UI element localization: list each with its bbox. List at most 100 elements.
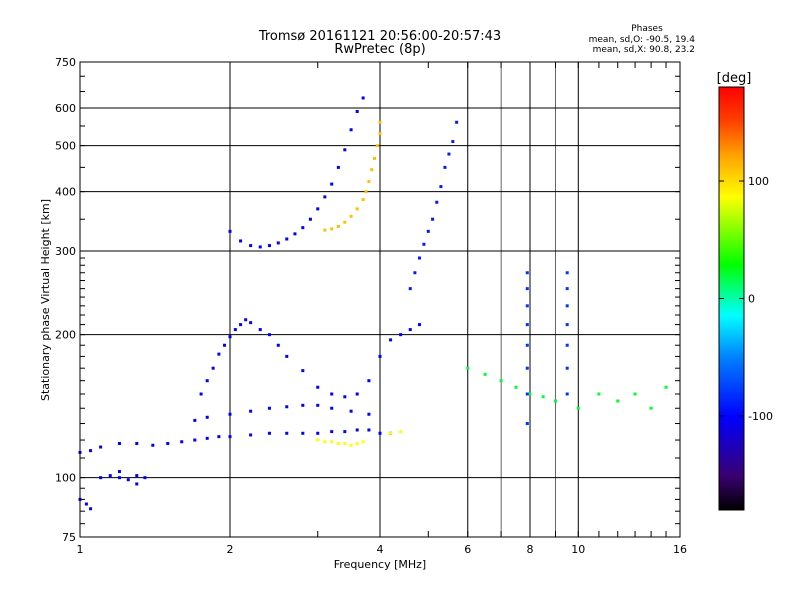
echo-point bbox=[373, 156, 377, 160]
echo-point bbox=[378, 354, 382, 358]
echo-point bbox=[228, 412, 232, 416]
echo-point bbox=[276, 241, 280, 245]
echo-point bbox=[330, 430, 334, 434]
y-tick-label: 600 bbox=[55, 102, 76, 115]
echo-point bbox=[301, 226, 305, 230]
echo-point bbox=[422, 242, 426, 246]
echo-point bbox=[330, 182, 334, 186]
x-tick-label: 10 bbox=[571, 543, 585, 556]
echo-point bbox=[249, 321, 253, 325]
echo-point bbox=[439, 185, 443, 189]
echo-point bbox=[355, 442, 359, 446]
echo-point bbox=[343, 442, 347, 446]
echo-point bbox=[99, 445, 103, 449]
echo-point bbox=[633, 392, 637, 396]
echo-point bbox=[205, 415, 209, 419]
echo-point bbox=[330, 440, 334, 444]
y-tick-label: 400 bbox=[55, 186, 76, 199]
echo-point bbox=[285, 354, 289, 358]
echo-point bbox=[361, 96, 365, 100]
echo-point bbox=[267, 333, 271, 337]
echo-point bbox=[117, 442, 121, 446]
echo-point bbox=[166, 442, 170, 446]
echo-point bbox=[576, 406, 580, 410]
echo-point bbox=[211, 366, 215, 370]
echo-point bbox=[370, 168, 374, 172]
echo-point bbox=[301, 403, 305, 407]
echo-point bbox=[276, 343, 280, 347]
echo-point bbox=[443, 165, 447, 169]
echo-point bbox=[126, 478, 130, 482]
echo-point bbox=[367, 412, 371, 416]
echo-point bbox=[343, 220, 347, 224]
echo-point bbox=[565, 323, 569, 327]
echo-point bbox=[565, 304, 569, 308]
echo-point bbox=[565, 271, 569, 275]
echo-point bbox=[565, 343, 569, 347]
echo-point bbox=[664, 385, 668, 389]
echo-point bbox=[525, 366, 529, 370]
echo-point bbox=[378, 132, 382, 136]
x-tick-label: 16 bbox=[673, 543, 687, 556]
echo-point bbox=[451, 140, 455, 144]
echo-point bbox=[89, 449, 93, 453]
echo-point bbox=[193, 418, 197, 422]
echo-point bbox=[267, 406, 271, 410]
echo-point bbox=[285, 431, 289, 435]
echo-point bbox=[180, 440, 184, 444]
echo-point bbox=[135, 442, 139, 446]
echo-point bbox=[108, 474, 112, 478]
echo-point bbox=[435, 200, 439, 204]
echo-point bbox=[249, 433, 253, 437]
echo-point bbox=[316, 403, 320, 407]
echo-point bbox=[301, 431, 305, 435]
echo-point bbox=[143, 476, 147, 480]
echo-point bbox=[330, 227, 334, 231]
echo-point bbox=[355, 207, 359, 211]
echo-point bbox=[367, 428, 371, 432]
echo-point bbox=[361, 198, 365, 202]
phase-stats-o: mean, sd,O: -90.5, 19.4 bbox=[589, 35, 696, 45]
echo-point bbox=[431, 217, 435, 221]
echo-point bbox=[355, 392, 359, 396]
echo-point bbox=[364, 190, 368, 194]
y-tick-label: 75 bbox=[62, 531, 76, 544]
echo-point bbox=[316, 207, 320, 211]
x-tick-label: 1 bbox=[77, 543, 84, 556]
echo-point bbox=[499, 379, 503, 383]
x-tick-label: 2 bbox=[227, 543, 234, 556]
echo-point bbox=[447, 152, 451, 156]
echo-point bbox=[199, 392, 203, 396]
echo-point bbox=[258, 328, 262, 332]
echo-point bbox=[525, 343, 529, 347]
echo-point bbox=[89, 507, 93, 511]
x-tick-label: 6 bbox=[464, 543, 471, 556]
echo-point bbox=[426, 229, 430, 233]
echo-point bbox=[466, 366, 470, 370]
x-tick-label: 4 bbox=[377, 543, 384, 556]
echo-point bbox=[541, 395, 545, 399]
echo-point bbox=[349, 128, 353, 132]
echo-point bbox=[228, 435, 232, 439]
plot-frame bbox=[79, 61, 681, 538]
echo-point bbox=[244, 318, 248, 322]
echo-point bbox=[597, 392, 601, 396]
echo-point bbox=[323, 228, 327, 232]
echo-point bbox=[117, 476, 121, 480]
echo-point bbox=[193, 438, 197, 442]
echo-point bbox=[249, 244, 253, 248]
echo-point bbox=[228, 229, 232, 233]
echo-point bbox=[217, 435, 221, 439]
echo-point bbox=[293, 232, 297, 236]
echo-point bbox=[316, 438, 320, 442]
echo-point bbox=[389, 431, 393, 435]
echo-point bbox=[316, 431, 320, 435]
echo-point bbox=[565, 287, 569, 291]
echo-point bbox=[84, 502, 88, 506]
echo-point bbox=[378, 431, 382, 435]
echo-point bbox=[616, 399, 620, 403]
echo-point bbox=[336, 224, 340, 228]
echo-point bbox=[285, 237, 289, 241]
echo-point bbox=[349, 214, 353, 218]
echo-point bbox=[525, 271, 529, 275]
